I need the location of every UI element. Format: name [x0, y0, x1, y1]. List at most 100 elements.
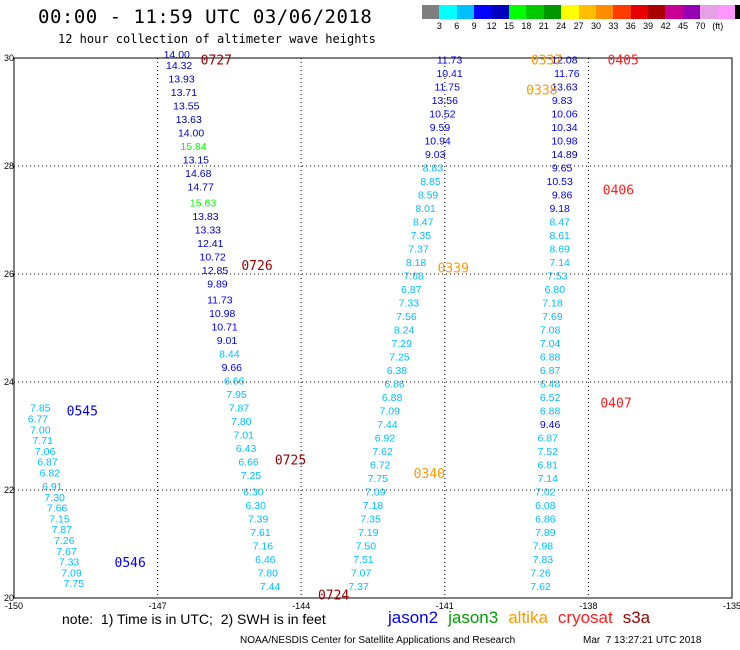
wave-height-label: 10.52 — [429, 108, 455, 120]
wave-height-label: 6.81 — [537, 459, 558, 471]
wave-height-label: 7.35 — [411, 230, 432, 242]
color-scale-cell — [456, 5, 475, 19]
wave-height-label: 14.68 — [185, 168, 211, 180]
wave-height-label: 9.86 — [552, 189, 573, 201]
footer-note: note: 1) Time is in UTC; 2) SWH is in fe… — [62, 611, 326, 627]
x-tick-label: -138 — [579, 601, 597, 611]
color-scale-label: 9 — [471, 21, 477, 31]
color-scale-cell — [474, 5, 492, 19]
wave-height-label: 15.84 — [180, 141, 206, 153]
color-scale-label: 42 — [660, 21, 671, 31]
wave-height-label: 7.26 — [54, 535, 75, 547]
wave-height-label: 7.51 — [353, 554, 374, 566]
color-scale-cell — [508, 5, 527, 19]
color-scale-cell — [735, 5, 740, 19]
wave-height-label: 8.69 — [549, 243, 570, 255]
y-tick-label: 30 — [4, 53, 14, 63]
wave-height-label: 6.46 — [255, 554, 276, 566]
legend-item-jason2: jason2 — [388, 608, 439, 627]
wave-height-label: 7.26 — [530, 567, 551, 579]
legend-item-altika: altika — [508, 608, 548, 627]
wave-height-label: 7.80 — [231, 416, 252, 428]
wave-height-label: 7.53 — [547, 270, 568, 282]
wave-height-label: 7.19 — [358, 527, 379, 539]
color-scale-cell — [595, 5, 614, 19]
wave-height-label: 7.14 — [537, 473, 558, 485]
wave-height-label: 7.37 — [348, 581, 369, 593]
wave-height-label: 7.89 — [535, 527, 556, 539]
pass-time-label: 0724 — [318, 588, 349, 603]
pass-time-label: 0338 — [526, 83, 557, 98]
satellite-legend: jason2 jason3 altika cryosat s3a — [388, 608, 660, 628]
wave-height-label: 7.14 — [549, 257, 570, 269]
wave-height-label: 7.66 — [47, 503, 68, 515]
wave-height-label: 7.09 — [380, 405, 401, 417]
wave-height-label: 13.63 — [551, 81, 577, 93]
color-scale-cell — [543, 5, 562, 19]
wave-height-label: 7.01 — [234, 430, 255, 442]
legend-item-jason3: jason3 — [448, 608, 499, 627]
legend-item-cryosat: cryosat — [557, 608, 613, 627]
plot-frame — [13, 57, 733, 599]
wave-height-label: 14.32 — [166, 60, 192, 72]
wave-height-label: 6.86 — [384, 378, 405, 390]
wave-height-label: 11.75 — [434, 81, 460, 93]
wave-height-label: 13.63 — [176, 114, 202, 126]
wave-height-label: 11.73 — [207, 295, 233, 307]
wave-height-label: 11.73 — [437, 54, 463, 66]
wave-height-label: 8.24 — [394, 324, 415, 336]
wave-height-label: 7.56 — [396, 311, 417, 323]
color-scale-cell — [700, 5, 718, 19]
wave-height-label: 7.08 — [540, 324, 561, 336]
x-tick-label: -135 — [723, 601, 740, 611]
y-tick-label: 28 — [4, 161, 14, 171]
wave-height-label: 7.02 — [535, 486, 556, 498]
wave-height-label: 10.71 — [211, 322, 237, 334]
wave-height-label: 7.95 — [226, 389, 247, 401]
wave-height-label: 6.66 — [224, 376, 245, 388]
wave-height-label: 7.00 — [30, 424, 51, 436]
wave-height-label: 13.83 — [192, 211, 218, 223]
wave-height-label: 7.98 — [533, 540, 554, 552]
y-tick-label: 20 — [4, 593, 14, 603]
color-scale-label: 24 — [556, 21, 567, 31]
wave-height-label: 9.03 — [425, 149, 446, 161]
wave-height-label: 7.30 — [44, 492, 65, 504]
color-scale-cell — [717, 5, 736, 19]
wave-height-label: 6.72 — [370, 459, 391, 471]
wave-height-label: 7.06 — [35, 446, 56, 458]
wave-height-label: 15.63 — [190, 198, 216, 210]
color-scale-label: 6 — [454, 21, 460, 31]
y-tick-label: 22 — [4, 485, 14, 495]
wave-height-label: 6.38 — [387, 365, 408, 377]
wave-height-label: 13.93 — [168, 73, 194, 85]
wave-height-label: 13.33 — [195, 225, 221, 237]
generated-timestamp: Mar 7 13:27:21 UTC 2018 — [583, 635, 702, 646]
x-tick-label: -144 — [292, 601, 310, 611]
wave-height-label: 7.80 — [257, 567, 278, 579]
wave-height-label: 7.85 — [30, 403, 51, 415]
wave-height-label: 13.71 — [171, 87, 197, 99]
x-tick-label: -150 — [5, 601, 23, 611]
wave-height-label: 11.76 — [554, 68, 580, 80]
wave-height-label: 12.85 — [202, 265, 228, 277]
wave-height-label: 7.61 — [250, 527, 271, 539]
wave-height-label: 7.50 — [356, 540, 377, 552]
wave-height-label: 6.80 — [545, 284, 566, 296]
wave-height-label: 7.87 — [52, 524, 73, 536]
color-scale-cell — [526, 5, 544, 19]
wave-height-label: 7.83 — [533, 554, 554, 566]
color-scale-label: 27 — [573, 21, 584, 31]
wave-height-label: 8.59 — [418, 189, 439, 201]
legend-item-s3a: s3a — [622, 608, 651, 627]
wave-height-label: 6.87 — [401, 284, 422, 296]
wave-height-label: 7.25 — [241, 470, 262, 482]
wave-height-label: 12.41 — [197, 238, 223, 250]
wave-height-label: 7.25 — [389, 351, 410, 363]
wave-height-label: 7.33 — [399, 297, 420, 309]
color-scale-cell — [630, 5, 649, 19]
wave-height-label: 7.67 — [56, 546, 77, 558]
color-scale-cell — [422, 5, 440, 19]
color-scale-label: 21 — [538, 21, 549, 31]
wave-height-label: 6.08 — [535, 500, 556, 512]
